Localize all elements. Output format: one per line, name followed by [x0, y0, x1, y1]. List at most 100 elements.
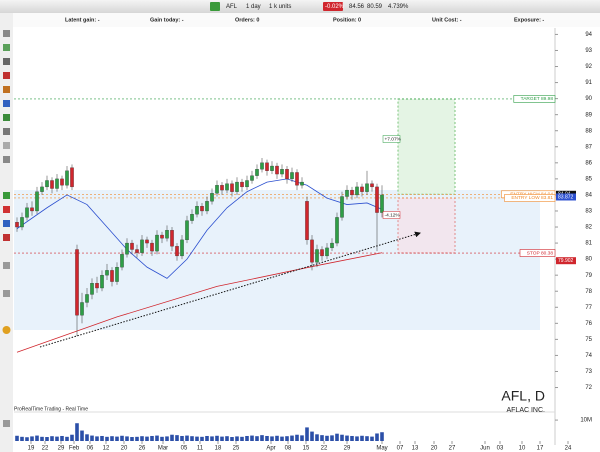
level-box	[519, 249, 556, 257]
y-tick-label: 90	[585, 96, 592, 102]
candle-body	[65, 170, 69, 186]
volume-bar	[340, 434, 344, 441]
volume-bar	[360, 435, 364, 441]
y-tick-label: 86	[585, 160, 592, 166]
gain-today: Gain today: -	[150, 17, 184, 23]
volume-bar	[155, 435, 159, 441]
volume-bar	[305, 427, 309, 441]
x-tick-label: 10	[519, 446, 526, 452]
candle-body	[140, 239, 144, 253]
candle-body	[300, 181, 304, 186]
y-tick-label: 73	[585, 369, 592, 375]
tool-icons[interactable]	[2, 30, 11, 427]
volume-bar	[190, 436, 194, 441]
level-box	[513, 95, 556, 103]
volume-bar	[195, 436, 199, 441]
x-tick-label: 29	[58, 446, 65, 452]
candle-body	[210, 193, 214, 202]
volume-bar	[25, 437, 29, 441]
volume-bar	[115, 436, 119, 441]
moving-average	[16, 252, 383, 353]
candle-body	[240, 181, 244, 188]
volume-bar	[110, 436, 114, 441]
candle-body	[30, 207, 34, 212]
volume-bar	[225, 436, 229, 441]
level-label: TARGET 89.98	[521, 96, 554, 102]
candle-body	[75, 249, 79, 316]
volume-bar	[15, 435, 19, 441]
volume-bar	[165, 436, 169, 441]
volume-bar	[310, 431, 314, 441]
plot: 72 73 74 75 76 77 78 79 80 81 82 83 84 85 86 87 88 89 90 91…	[14, 32, 593, 452]
candle-body	[375, 186, 379, 213]
x-tick-label: Feb	[69, 446, 80, 452]
volume-bar	[180, 435, 184, 441]
annotation-box	[382, 135, 401, 143]
volume-bar	[245, 435, 249, 441]
y-tick-label: 83	[585, 209, 592, 215]
candle-body	[285, 169, 289, 180]
trend-line	[39, 231, 421, 348]
volume-bar	[130, 437, 134, 441]
y-tick-label: 81	[585, 241, 592, 247]
volume-bar	[265, 435, 269, 441]
volume-bar	[200, 436, 204, 441]
candle-body	[230, 183, 234, 192]
volume-bar	[70, 434, 74, 441]
symbol[interactable]: AFL	[226, 4, 238, 10]
candle-body	[45, 180, 49, 188]
candle-body	[275, 165, 279, 175]
candle-body	[85, 294, 89, 303]
volume-bar	[320, 435, 324, 441]
ask: 80.59	[367, 4, 383, 10]
candle-body	[15, 222, 19, 228]
volume-bar	[370, 436, 374, 441]
volume-bar	[20, 436, 24, 441]
volume-bar	[45, 437, 49, 441]
volume-bar	[260, 435, 264, 441]
candle-body	[310, 239, 314, 263]
volume-bar	[350, 435, 354, 441]
volume-bar	[35, 435, 39, 441]
x-tick-label: 11	[197, 446, 204, 452]
volume-bar	[285, 436, 289, 441]
candle-body	[305, 201, 309, 241]
candle-body	[55, 178, 59, 189]
unit-cost: Unit Cost: -	[432, 17, 462, 23]
target-zone	[397, 98, 456, 195]
candle-body	[175, 246, 179, 257]
period[interactable]: 1 day	[246, 4, 261, 10]
candle-body	[180, 239, 184, 257]
volume-bar	[280, 436, 284, 441]
x-tick-label: 24	[565, 446, 572, 452]
x-tick-label: 22	[321, 446, 328, 452]
x-tick-label: 08	[285, 446, 292, 452]
candle-body	[95, 283, 99, 289]
volume-bar	[175, 435, 179, 441]
candle-body	[290, 172, 294, 180]
x-tick-label: 03	[497, 446, 504, 452]
level-box	[504, 194, 556, 202]
y-tick-label: 93	[585, 48, 592, 54]
latent-gain: Latent gain: -	[65, 17, 100, 23]
x-tick-label: 06	[87, 446, 94, 452]
x-tick-label: 20	[121, 446, 128, 452]
x-tick-label: 05	[181, 446, 188, 452]
volume-bar	[365, 436, 369, 441]
volume-bar	[240, 436, 244, 441]
volume-bar	[60, 435, 64, 441]
candle-body	[265, 162, 269, 171]
candle-body	[355, 186, 359, 196]
candle-body	[195, 206, 199, 215]
volume-bar	[95, 436, 99, 441]
y-tick-label: 88	[585, 128, 592, 134]
x-tick-label: 13	[412, 446, 419, 452]
units[interactable]: 1 k units	[269, 4, 291, 10]
symbol-icon[interactable]	[210, 2, 220, 11]
candle-body	[35, 191, 39, 212]
volume-bar	[85, 434, 89, 441]
candle-body	[80, 302, 84, 316]
candle-body	[120, 254, 124, 268]
volume-bar	[135, 436, 139, 441]
volume-bar	[65, 436, 69, 441]
